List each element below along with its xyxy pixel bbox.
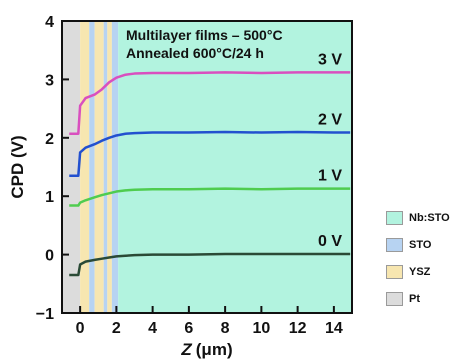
x-axis-label: Z (μm) — [180, 340, 232, 359]
legend-label-ysz: YSZ — [409, 265, 431, 278]
y-tick-label-3: 2 — [45, 131, 54, 148]
region-nb-sto-7 — [118, 21, 352, 313]
x-axis-label-unit: (μm) — [196, 340, 233, 359]
x-tick-label-7: 14 — [325, 320, 343, 337]
x-tick-label-5: 10 — [252, 320, 270, 337]
x-tick-label-6: 12 — [289, 320, 307, 337]
series-label-0-v: 0 V — [318, 233, 342, 250]
series-label-3-v: 3 V — [318, 51, 342, 68]
y-axis-label: CPD (V) — [8, 135, 27, 198]
series-label-1-v: 1 V — [318, 168, 342, 185]
legend-item-sto: STO — [386, 231, 466, 258]
region-ysz-1 — [80, 21, 90, 313]
series-line-3-v — [69, 71, 351, 135]
region-sto-4 — [103, 21, 108, 313]
region-pt-0 — [62, 21, 81, 313]
legend: Nb:STO STO YSZ Pt — [386, 204, 466, 312]
x-tick-label-3: 6 — [184, 320, 193, 337]
series-lines — [69, 71, 351, 277]
y-tick-label-0: −1 — [36, 306, 54, 323]
legend-item-pt: Pt — [386, 285, 466, 312]
x-tick-label-4: 8 — [221, 320, 230, 337]
legend-label-pt: Pt — [409, 292, 420, 305]
annotation-line-2: Annealed 600°C/24 h — [126, 45, 264, 61]
series-line-2-v — [69, 130, 351, 178]
legend-label-nbsto: Nb:STO — [409, 211, 450, 224]
y-tick-label-4: 3 — [45, 72, 54, 89]
y-tick-label-2: 1 — [45, 189, 54, 206]
x-axis-label-symbol: Z — [180, 340, 192, 359]
x-tick-label-0: 0 — [76, 320, 85, 337]
series-line-1-v — [69, 187, 351, 207]
annotation-line-1: Multilayer films – 500°C — [126, 27, 283, 43]
series-line-0-v — [69, 252, 351, 277]
legend-swatch-pt — [386, 291, 403, 306]
y-tick-label-1: 0 — [45, 248, 54, 265]
y-tick-label-5: 4 — [45, 14, 54, 31]
x-tick-label-1: 2 — [112, 320, 121, 337]
region-sto-2 — [89, 21, 95, 313]
region-ysz-3 — [94, 21, 104, 313]
layer-regions — [62, 21, 352, 313]
region-sto-6 — [111, 21, 119, 313]
series-label-2-v: 2 V — [318, 112, 342, 129]
region-ysz-5 — [107, 21, 112, 313]
legend-label-sto: STO — [409, 238, 432, 251]
series-labels: 3 V 2 V 1 V 0 V — [318, 51, 342, 250]
legend-swatch-sto — [386, 237, 403, 252]
x-tick-label-2: 4 — [148, 320, 157, 337]
legend-swatch-nbsto — [386, 210, 403, 225]
legend-item-nbsto: Nb:STO — [386, 204, 466, 231]
plot-frame — [61, 20, 353, 314]
legend-item-ysz: YSZ — [386, 258, 466, 285]
legend-swatch-ysz — [386, 264, 403, 279]
